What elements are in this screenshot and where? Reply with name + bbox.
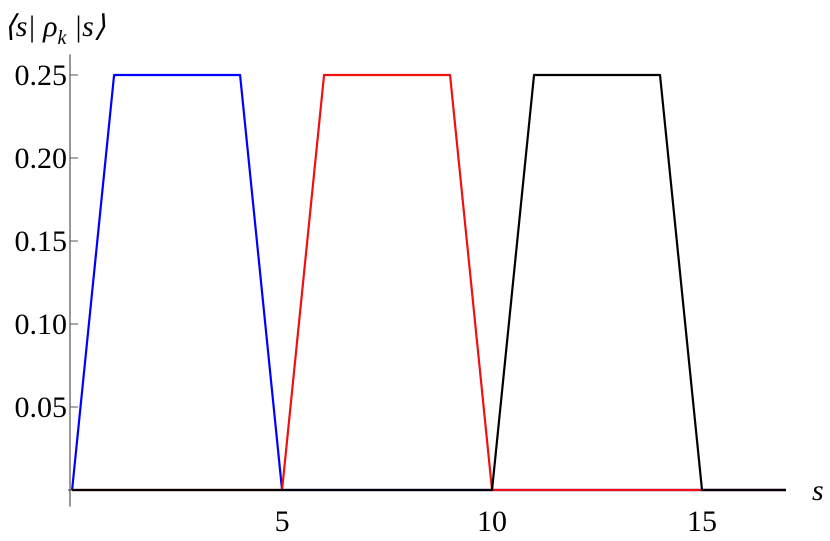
- y-label-main: ⟨s| ρ: [4, 10, 58, 43]
- x-tick-label: 15: [687, 505, 717, 538]
- series-line: [72, 73, 786, 492]
- y-tick-label: 0.20: [15, 142, 68, 175]
- y-label-end: |s⟩: [66, 10, 105, 43]
- x-tick-label: 10: [477, 505, 507, 538]
- y-axis-label: ⟨s| ρk |s⟩: [4, 10, 106, 49]
- x-axis-label: s: [812, 474, 824, 507]
- series-line: [72, 73, 786, 492]
- y-tick-label: 0.15: [15, 225, 68, 258]
- y-label-sub: k: [58, 27, 68, 49]
- x-tick-label: 5: [275, 505, 290, 538]
- y-tick-label: 0.10: [15, 308, 68, 341]
- series-line: [71, 73, 786, 492]
- y-tick-label: 0.25: [15, 59, 68, 92]
- y-tick-label: 0.05: [15, 391, 68, 424]
